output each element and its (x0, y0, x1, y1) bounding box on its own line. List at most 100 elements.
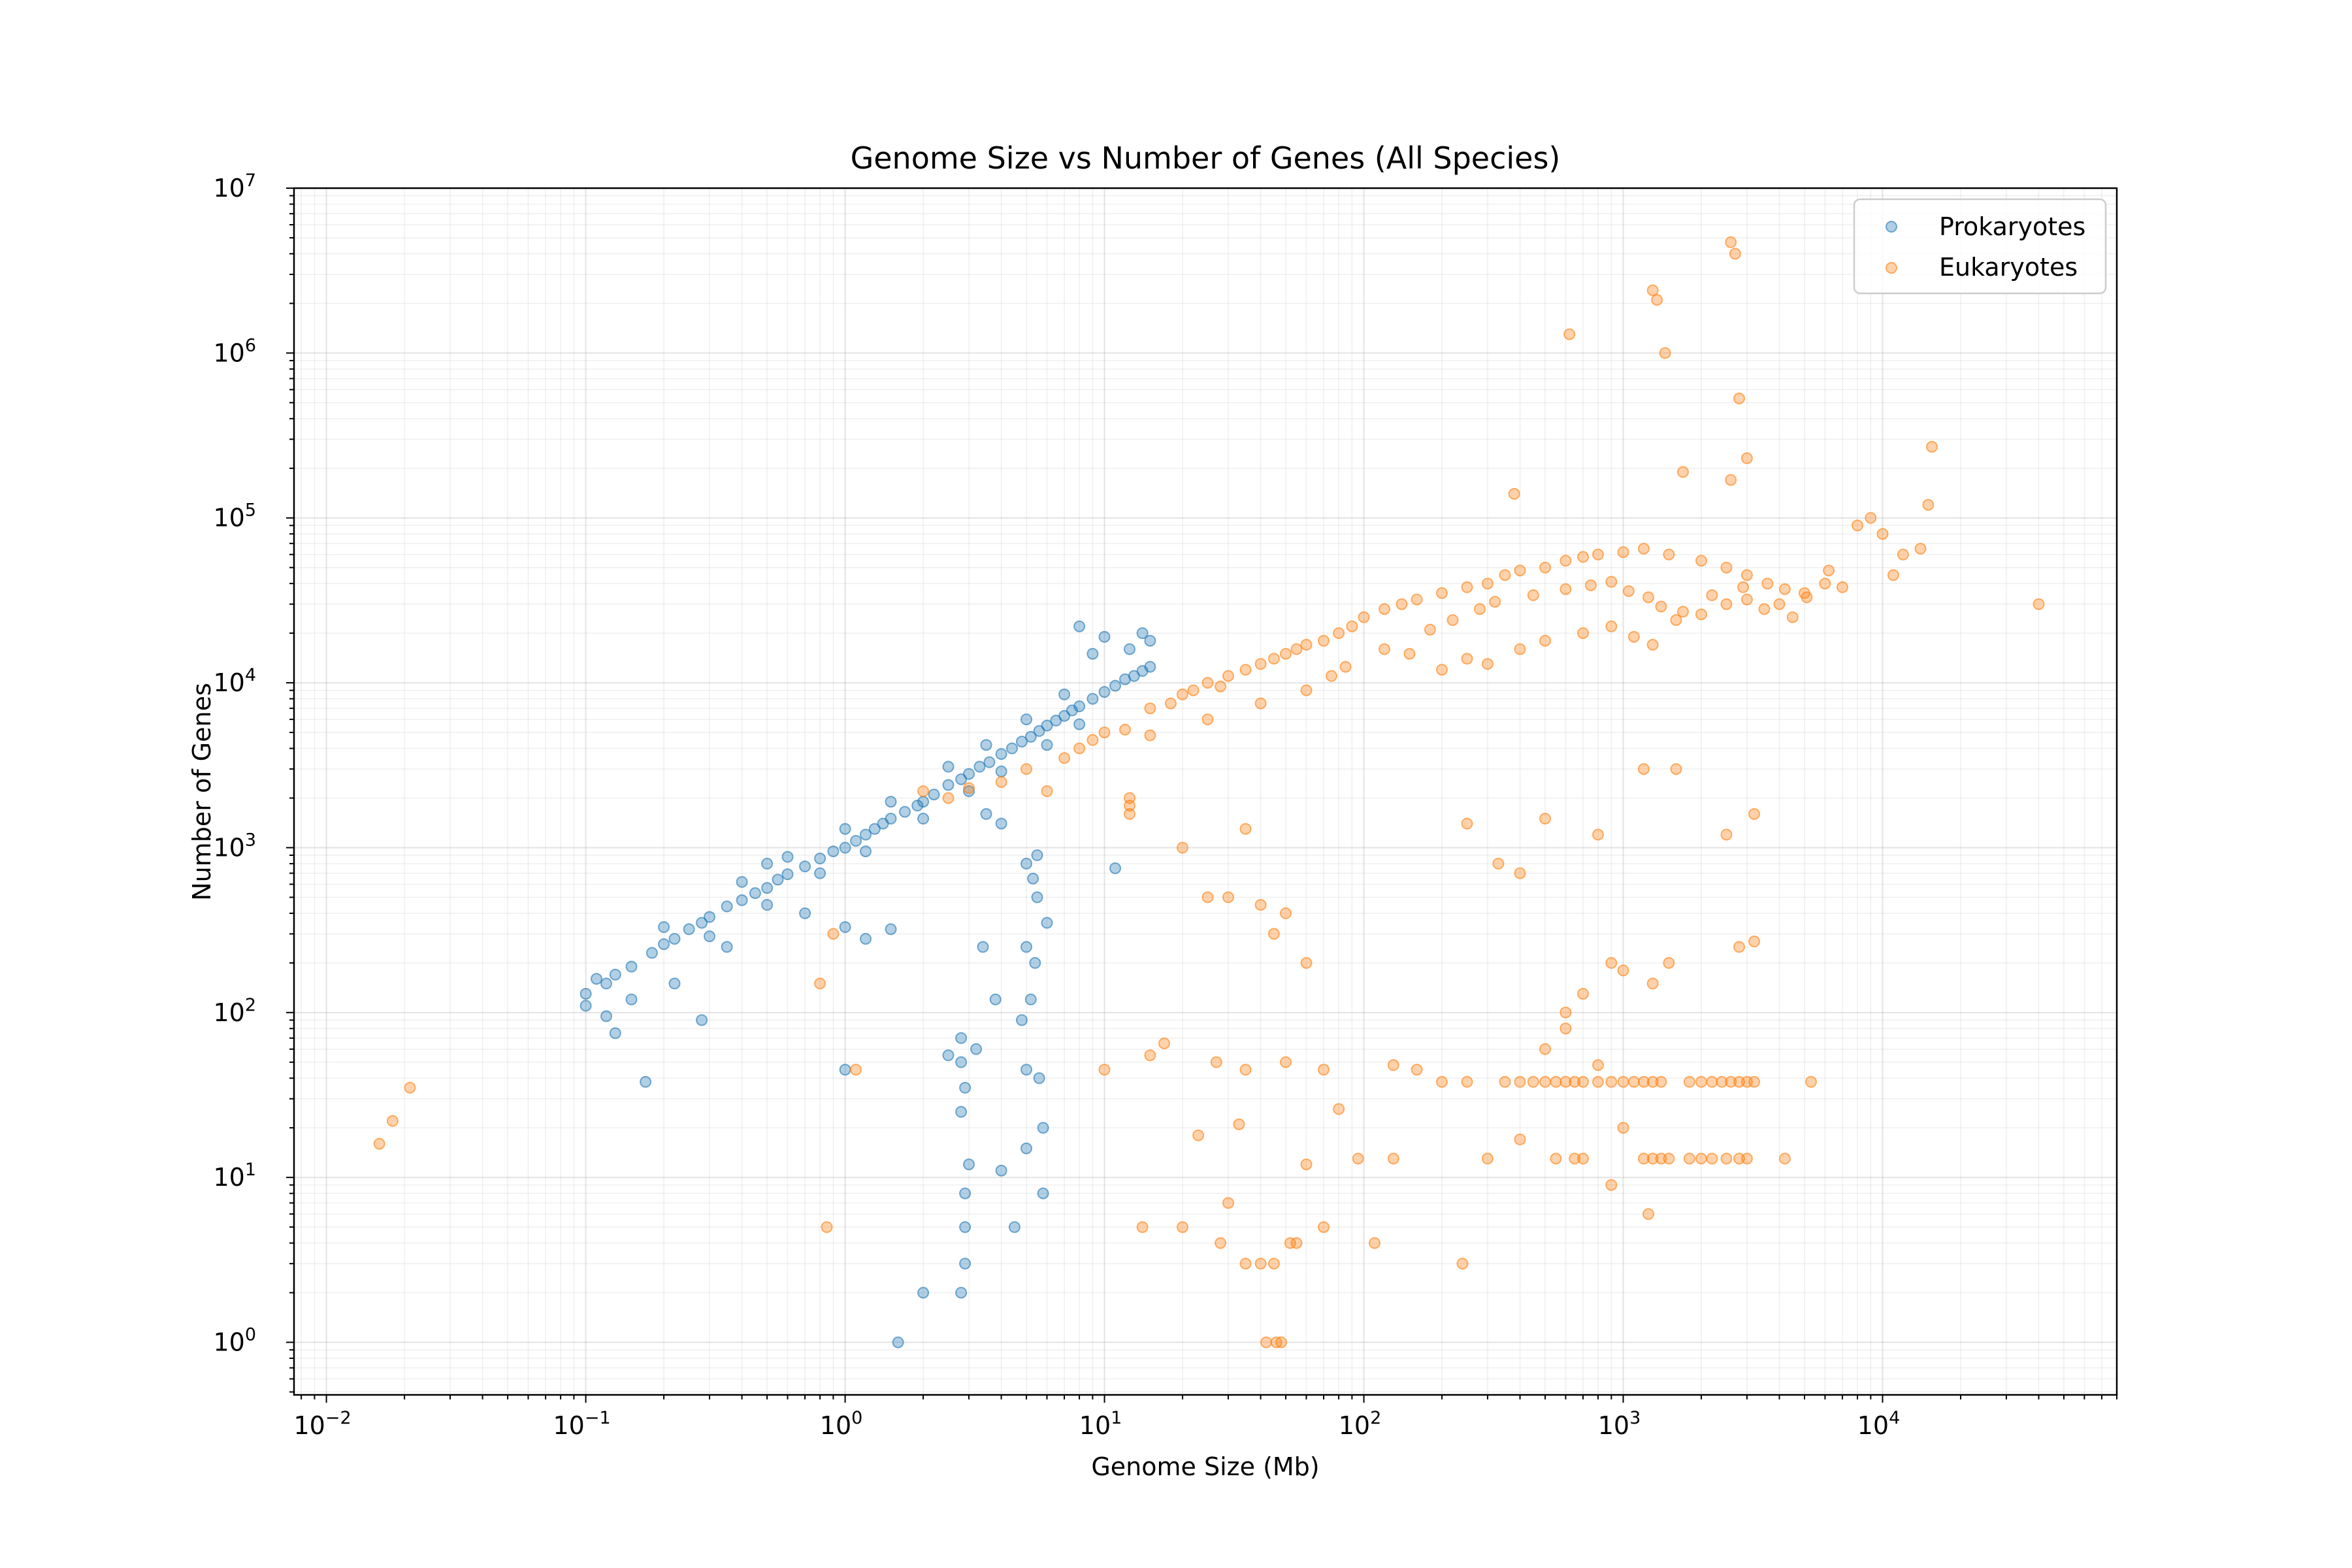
eukaryotes-point (404, 1081, 416, 1094)
eukaryotes-point (1720, 598, 1733, 610)
prokaryotes-point (995, 1164, 1007, 1177)
eukaryotes-point (1058, 752, 1071, 764)
eukaryotes-point (1642, 1208, 1654, 1220)
prokaryotes-point (814, 867, 826, 879)
prokaryotes-point (1033, 1072, 1045, 1085)
eukaryotes-point (1778, 583, 1791, 595)
eukaryotes-point (1655, 1075, 1667, 1088)
eukaryotes-point (1215, 1237, 1227, 1249)
prokaryotes-point (1041, 917, 1053, 929)
eukaryotes-point (917, 785, 930, 797)
prokaryotes-point (917, 1286, 930, 1299)
prokaryotes-point (799, 860, 811, 873)
eukaryotes-point (1119, 723, 1131, 736)
y-tick-label: 107 (213, 171, 256, 203)
eukaryotes-point (1239, 664, 1252, 676)
prokaryotes-point (892, 1336, 904, 1348)
prokaryotes-point (1021, 1142, 1032, 1154)
prokaryotes-point (959, 1258, 972, 1270)
prokaryotes-point (839, 841, 851, 854)
eukaryotes-point (1720, 561, 1733, 574)
prokaryotes-point (1031, 891, 1043, 904)
eukaryotes-point (1819, 578, 1831, 590)
eukaryotes-point (995, 776, 1007, 788)
eukaryotes-point (1560, 1022, 1572, 1035)
eukaryotes-point (1461, 653, 1473, 665)
eukaryotes-point (850, 1064, 862, 1076)
eukaryotes-point (1222, 891, 1234, 904)
eukaryotes-point (1725, 236, 1737, 248)
eukaryotes-point (1617, 1075, 1629, 1088)
eukaryotes-point (1670, 614, 1682, 627)
eukaryotes-point (1379, 603, 1390, 615)
eukaryotes-point (1514, 1134, 1526, 1145)
y-axis-label: Number of Genes (188, 683, 216, 901)
prokaryotes-point (761, 882, 774, 894)
eukaryotes-point (1695, 608, 1707, 621)
eukaryotes-point (1158, 1037, 1170, 1049)
eukaryotes-point (1740, 452, 1753, 465)
prokaryotes-point (989, 993, 1002, 1005)
prokaryotes-point (860, 845, 872, 858)
eukaryotes-point (1481, 578, 1494, 590)
prokaryotes-point (995, 817, 1007, 830)
eukaryotes-point (821, 1221, 833, 1233)
eukaryotes-point (1280, 1056, 1292, 1068)
eukaryotes-point (827, 928, 840, 940)
eukaryotes-point (1325, 670, 1337, 682)
prokaryotes-point (799, 907, 811, 919)
eukaryotes-point (1560, 1075, 1572, 1088)
chart-title: Genome Size vs Number of Genes (All Spec… (851, 140, 1561, 176)
eukaryotes-point (1514, 564, 1526, 577)
eukaryotes-point (1187, 684, 1200, 696)
eukaryotes-point (1177, 1221, 1188, 1233)
prokaryotes-point (704, 911, 715, 923)
eukaryotes-point (1222, 670, 1234, 682)
eukaryotes-point (1677, 606, 1689, 618)
eukaryotes-point (1177, 688, 1188, 700)
eukaryotes-point (1733, 941, 1745, 953)
prokaryotes-point (1109, 862, 1121, 874)
eukaryotes-point (1655, 600, 1667, 613)
prokaryotes-point (839, 823, 851, 835)
eukaryotes-point (1539, 634, 1551, 647)
eukaryotes-point (1267, 653, 1280, 665)
prokaryotes-point (839, 1064, 851, 1076)
y-tick-label: 100 (213, 1325, 256, 1357)
eukaryotes-point (1617, 1122, 1629, 1134)
eukaryotes-point (1290, 1237, 1303, 1249)
prokaryotes-point (772, 874, 784, 886)
prokaryotes-point (625, 993, 638, 1005)
eukaryotes-point (1098, 727, 1111, 739)
eukaryotes-point (1550, 1075, 1562, 1088)
prokaryotes-point (1021, 941, 1032, 953)
eukaryotes-point (1922, 498, 1935, 511)
eukaryotes-point (1144, 1049, 1156, 1062)
eukaryotes-point (1637, 1075, 1650, 1088)
prokaryotes-point (1008, 1221, 1021, 1233)
eukaryotes-point (1222, 1197, 1234, 1209)
eukaryotes-point (1716, 1075, 1728, 1088)
prokaryotes-point (980, 739, 992, 751)
legend-marker-eukaryotes (1886, 262, 1897, 274)
prokaryotes-point (1144, 634, 1156, 647)
prokaryotes-series (580, 620, 1156, 1348)
eukaryotes-point (1706, 589, 1718, 601)
eukaryotes-point (1318, 1064, 1330, 1076)
eukaryotes-point (1280, 647, 1292, 660)
eukaryotes-point (1605, 620, 1618, 632)
eukaryotes-point (1837, 581, 1848, 593)
eukaryotes-point (1446, 614, 1459, 627)
eukaryotes-point (1300, 1158, 1313, 1171)
eukaryotes-point (1233, 1118, 1245, 1130)
eukaryotes-point (1622, 585, 1635, 597)
eukaryotes-point (1801, 591, 1813, 604)
prokaryotes-point (911, 800, 924, 811)
prokaryotes-point (781, 868, 794, 881)
prokaryotes-point (580, 988, 592, 1000)
eukaryotes-point (1577, 627, 1589, 640)
prokaryotes-point (959, 1081, 972, 1094)
prokaryotes-point (1136, 627, 1149, 640)
eukaryotes-point (1436, 664, 1448, 676)
prokaryotes-point (1027, 872, 1039, 885)
